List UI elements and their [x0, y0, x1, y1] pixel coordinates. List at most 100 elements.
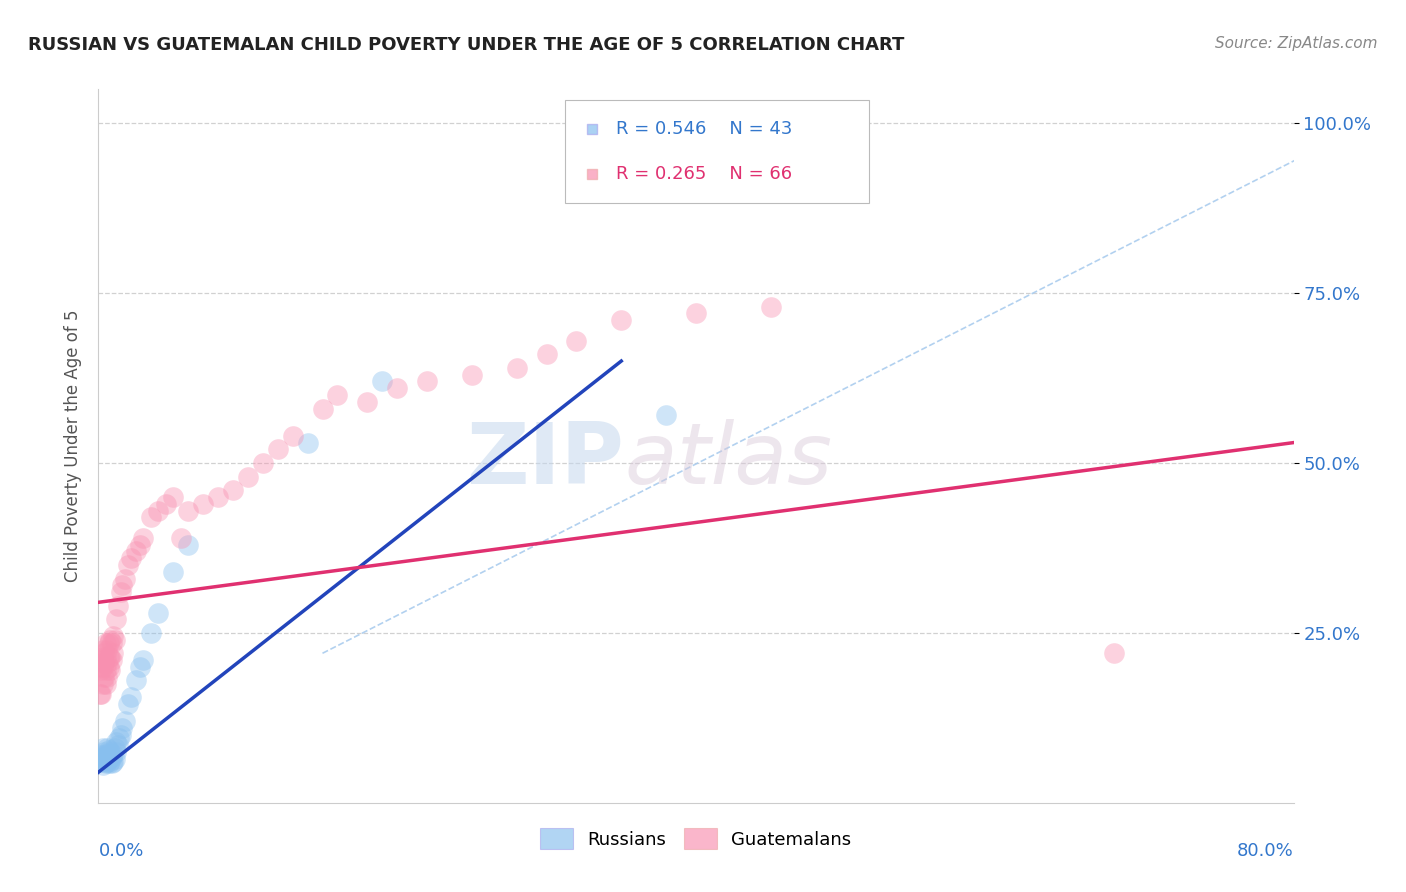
Point [461, 368, 484, 382]
Point [120, 690, 142, 705]
Legend: Russians, Guatemalans: Russians, Guatemalans [536, 822, 856, 855]
Point [148, 503, 170, 517]
Point [177, 503, 200, 517]
Point [117, 558, 139, 572]
Point [222, 483, 245, 498]
Point [98, 632, 122, 647]
Point [94, 663, 117, 677]
Point [97, 743, 120, 757]
Point [96, 657, 118, 671]
Point [207, 490, 229, 504]
Point [101, 756, 124, 771]
Text: atlas: atlas [624, 418, 832, 502]
Point [101, 749, 124, 764]
Point [89, 660, 111, 674]
Point [565, 334, 588, 348]
Point [311, 401, 333, 416]
Point [98, 663, 122, 677]
Point [93, 754, 115, 768]
Point [104, 741, 127, 756]
Text: R = 0.265    N = 66: R = 0.265 N = 66 [616, 165, 792, 183]
Point [91, 749, 114, 764]
Point [139, 510, 162, 524]
Point [97, 751, 120, 765]
Point [89, 751, 111, 765]
Point [326, 388, 349, 402]
Text: 0.0%: 0.0% [98, 842, 143, 860]
Point [89, 687, 111, 701]
Point [97, 649, 120, 664]
Point [704, 154, 727, 169]
Point [90, 663, 112, 677]
Point [655, 409, 678, 423]
Point [155, 497, 177, 511]
Point [191, 497, 214, 511]
Point [110, 728, 132, 742]
Point [416, 375, 439, 389]
Point [108, 731, 131, 746]
Point [101, 636, 124, 650]
Point [104, 632, 127, 647]
Point [385, 381, 409, 395]
Text: ZIP: ZIP [467, 418, 624, 502]
Point [111, 721, 134, 735]
Point [120, 551, 142, 566]
Point [94, 677, 117, 691]
Y-axis label: Child Poverty Under the Age of 5: Child Poverty Under the Age of 5 [63, 310, 82, 582]
Text: Source: ZipAtlas.com: Source: ZipAtlas.com [1215, 36, 1378, 51]
Point [356, 394, 378, 409]
Point [97, 660, 120, 674]
Point [105, 745, 128, 759]
Point [105, 734, 128, 748]
Text: R = 0.546    N = 43: R = 0.546 N = 43 [616, 120, 792, 138]
Point [129, 660, 152, 674]
Point [90, 687, 112, 701]
Point [103, 747, 125, 761]
Point [91, 649, 114, 664]
Point [704, 196, 727, 211]
Point [90, 748, 112, 763]
Point [107, 599, 129, 613]
Point [169, 531, 191, 545]
Point [90, 755, 112, 769]
Point [93, 646, 115, 660]
Point [103, 629, 125, 643]
Point [91, 643, 114, 657]
Point [125, 544, 148, 558]
Point [90, 653, 112, 667]
Point [111, 578, 134, 592]
Point [103, 755, 125, 769]
Point [96, 748, 118, 763]
Point [759, 300, 782, 314]
Point [96, 643, 118, 657]
Point [98, 649, 122, 664]
Point [162, 490, 184, 504]
Point [114, 572, 136, 586]
Point [93, 670, 115, 684]
FancyBboxPatch shape [565, 100, 869, 203]
Point [610, 313, 633, 327]
Text: RUSSIAN VS GUATEMALAN CHILD POVERTY UNDER THE AGE OF 5 CORRELATION CHART: RUSSIAN VS GUATEMALAN CHILD POVERTY UNDE… [28, 36, 904, 54]
Point [98, 754, 122, 768]
Point [125, 673, 148, 688]
Point [101, 653, 124, 667]
Point [252, 456, 274, 470]
Point [129, 537, 152, 551]
Point [297, 435, 319, 450]
Point [177, 537, 200, 551]
Point [103, 646, 125, 660]
Point [281, 429, 304, 443]
Text: 80.0%: 80.0% [1237, 842, 1294, 860]
Point [91, 660, 114, 674]
Point [91, 741, 114, 756]
Point [105, 612, 128, 626]
Point [117, 698, 139, 712]
Point [104, 751, 127, 765]
Point [371, 375, 394, 389]
Point [139, 626, 162, 640]
Point [536, 347, 558, 361]
Point [94, 636, 117, 650]
Point [162, 565, 184, 579]
Point [98, 745, 122, 759]
Point [1104, 646, 1126, 660]
